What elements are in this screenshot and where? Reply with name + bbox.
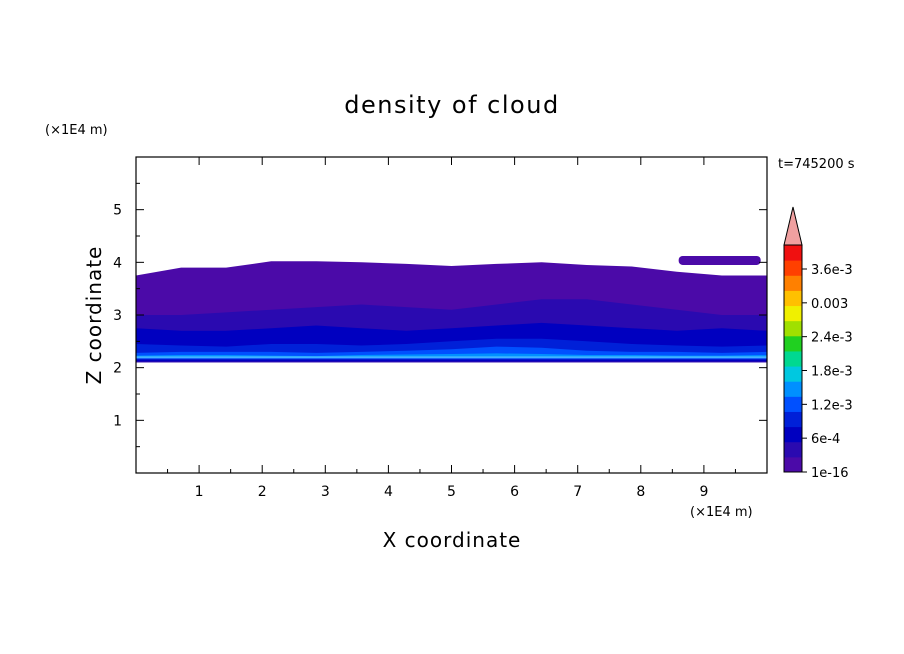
x-tick-label: 9 — [699, 484, 708, 500]
y-tick-label: 3 — [113, 308, 122, 324]
colorbar-extend-arrow — [783, 206, 803, 246]
colorbar-swatch — [784, 456, 802, 473]
x-tick-label: 1 — [195, 484, 204, 500]
colorbar-swatch — [784, 290, 802, 307]
colorbar-swatch — [784, 305, 802, 322]
x-tick-label: 4 — [384, 484, 393, 500]
colorbar-label: 3.6e-3 — [811, 263, 853, 278]
colorbar-label: 1.2e-3 — [811, 398, 853, 413]
colorbar-swatch — [784, 396, 802, 412]
x-tick-label: 8 — [636, 484, 645, 500]
x-unit-label: (×1E4 m) — [690, 505, 753, 520]
colorbar-label: 1.8e-3 — [811, 365, 853, 380]
y-axis: 1 2 3 4 5 — [113, 182, 767, 448]
x-axis: 1 2 3 4 5 6 7 8 9 — [167, 157, 736, 500]
colorbar-label: 6e-4 — [811, 432, 840, 447]
colorbar-swatch — [784, 426, 802, 443]
x-tick-label: 7 — [573, 484, 582, 500]
x-tick-label: 6 — [510, 484, 519, 500]
x-axis-label: X coordinate — [383, 528, 522, 552]
y-unit-label: (×1E4 m) — [45, 123, 108, 138]
contour-patch — [678, 256, 761, 265]
y-tick-label: 2 — [113, 361, 122, 377]
y-axis-label: Z coordinate — [82, 246, 106, 385]
colorbar-label: 2.4e-3 — [811, 331, 853, 346]
colorbar-swatch — [784, 411, 802, 428]
colorbar-swatch — [784, 275, 802, 291]
contour-fields — [136, 256, 767, 363]
y-tick-label: 1 — [113, 413, 122, 429]
colorbar-swatch — [784, 245, 802, 261]
colorbar-swatch — [784, 350, 802, 367]
colorbar-frame — [783, 244, 803, 473]
colorbar-swatch — [784, 381, 802, 397]
colorbar-swatch — [784, 366, 802, 382]
colorbar: 3.6e-3 0.003 2.4e-3 1.8e-3 1.2e-3 6e-4 1e-16 — [783, 206, 853, 481]
colorbar-swatch — [784, 320, 802, 337]
x-tick-label: 3 — [321, 484, 330, 500]
y-tick-label: 4 — [113, 255, 122, 271]
x-tick-label: 2 — [258, 484, 267, 500]
chart-title: density of cloud — [344, 91, 559, 119]
x-tick-label: 5 — [447, 484, 456, 500]
colorbar-label: 0.003 — [811, 297, 848, 312]
colorbar-swatch — [784, 260, 802, 276]
colorbar-swatch — [784, 335, 802, 352]
colorbar-label: 1e-16 — [811, 466, 849, 481]
y-tick-label: 5 — [113, 203, 122, 219]
contour-core — [136, 356, 767, 359]
colorbar-swatch — [784, 441, 802, 458]
time-label: t=745200 s — [778, 157, 855, 172]
